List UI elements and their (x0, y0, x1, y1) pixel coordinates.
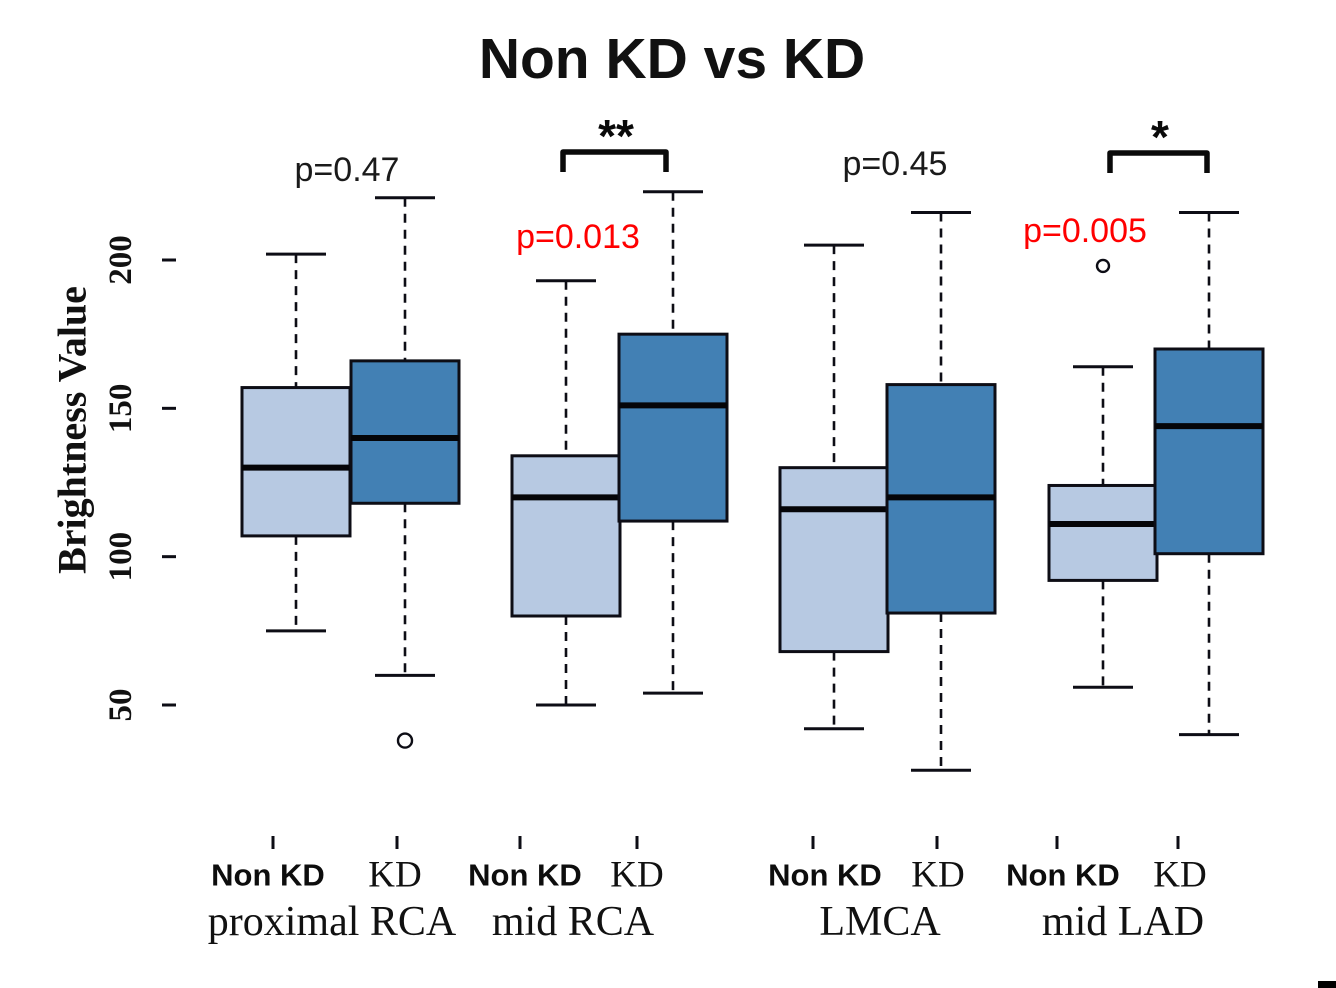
box-mid-rca-kd (617, 190, 729, 695)
x-label-proximal-rca-kd: KD (368, 855, 421, 896)
significance-stars-mid-lad: * (1151, 111, 1169, 163)
y-tick-label-150: 150 (103, 384, 139, 434)
boxplot-group-proximal-rca (240, 196, 461, 749)
iqr-box-proximal-rca-non-kd (240, 386, 352, 538)
iqr-box-mid-lad-non-kd (1047, 483, 1159, 582)
box-proximal-rca-kd (349, 196, 461, 749)
iqr-box-proximal-rca-kd (349, 359, 461, 505)
boxplot-group-mid-lad (1047, 211, 1265, 737)
x-segment-label-mid-rca: mid RCA (492, 899, 655, 945)
box-mid-rca-non-kd (510, 279, 622, 707)
box-lmca-kd (885, 211, 997, 772)
box-proximal-rca-non-kd (240, 252, 352, 633)
outlier-point-proximal-rca-kd-0 (396, 732, 414, 749)
significance-stars-mid-rca: ** (598, 110, 634, 162)
x-segment-label-lmca: LMCA (819, 899, 941, 945)
significance-bracket-mid-rca (560, 149, 669, 172)
x-label-mid-rca-non-kd: Non KD (468, 858, 582, 893)
iqr-box-mid-lad-kd (1153, 347, 1265, 556)
y-tick-label-50: 50 (103, 689, 139, 722)
x-segment-label-proximal-rca: proximal RCA (208, 899, 457, 945)
boxplot-group-lmca (778, 211, 997, 772)
iqr-box-lmca-non-kd (778, 466, 890, 654)
iqr-box-mid-rca-kd (617, 332, 729, 523)
x-segment-label-mid-lad: mid LAD (1042, 899, 1204, 945)
box-mid-lad-non-kd (1047, 258, 1159, 689)
y-axis: 50 100 150 200 (103, 235, 176, 722)
y-tick-label-200: 200 (103, 235, 139, 285)
y-axis-label: Brightness Value (50, 286, 95, 574)
significance-bracket-mid-lad (1107, 150, 1210, 173)
boxplot-groups (240, 190, 1265, 772)
box-mid-lad-kd (1153, 211, 1265, 737)
corner-crop-mark (1318, 981, 1336, 988)
x-label-proximal-rca-non-kd: Non KD (211, 858, 325, 893)
outlier-point-mid-lad-non-kd-0 (1095, 258, 1111, 274)
boxplot-group-mid-rca (510, 190, 729, 707)
x-label-lmca-non-kd: Non KD (768, 858, 882, 893)
x-label-mid-rca-kd: KD (610, 855, 663, 896)
p-value-label-lmca: p=0.45 (843, 145, 948, 183)
p-value-label-proximal-rca: p=0.47 (295, 151, 400, 189)
p-value-label-mid-rca: p=0.013 (516, 218, 640, 256)
x-label-mid-lad-kd: KD (1153, 855, 1206, 896)
p-value-label-mid-lad: p=0.005 (1023, 212, 1147, 250)
box-lmca-non-kd (778, 243, 890, 731)
iqr-box-mid-rca-non-kd (510, 454, 622, 618)
annotations: p=0.47 p=0.013 ** p=0.45 p=0.005 * (295, 110, 1210, 256)
y-tick-label-100: 100 (103, 532, 139, 582)
x-label-lmca-kd: KD (911, 855, 964, 896)
chart-title: Non KD vs KD (479, 27, 865, 91)
x-label-mid-lad-non-kd: Non KD (1006, 858, 1120, 893)
